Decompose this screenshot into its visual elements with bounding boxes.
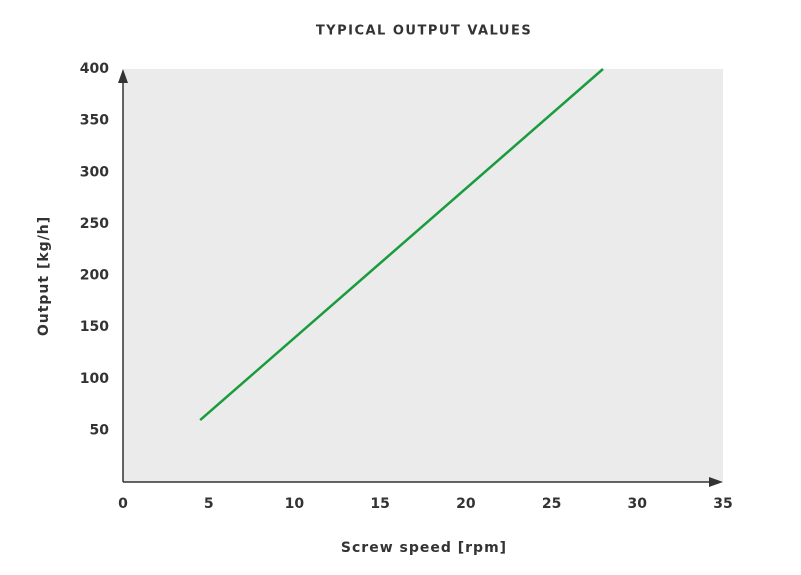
chart-title: TYPICAL OUTPUT VALUES bbox=[316, 24, 532, 39]
x-axis-arrow bbox=[709, 477, 723, 487]
x-tick-label: 35 bbox=[713, 496, 732, 512]
y-tick-label: 400 bbox=[80, 61, 109, 77]
y-tick-label: 250 bbox=[80, 216, 109, 232]
x-tick-label: 25 bbox=[542, 496, 561, 512]
y-axis-label: Output [kg/h] bbox=[36, 216, 52, 336]
x-tick-label: 0 bbox=[118, 496, 128, 512]
x-axis-label: Screw speed [rpm] bbox=[341, 540, 507, 556]
y-tick-label: 50 bbox=[90, 422, 110, 438]
x-tick-label: 10 bbox=[285, 496, 305, 512]
x-tick-label: 20 bbox=[456, 496, 476, 512]
x-tick-label: 5 bbox=[204, 496, 214, 512]
data-line bbox=[199, 68, 604, 421]
x-tick-label: 15 bbox=[370, 496, 389, 512]
plot-background bbox=[123, 69, 723, 482]
x-tick-label: 30 bbox=[628, 496, 648, 512]
y-tick-label: 200 bbox=[80, 268, 109, 284]
y-tick-label: 350 bbox=[80, 113, 109, 129]
y-tick-label: 300 bbox=[80, 164, 109, 180]
y-tick-label: 150 bbox=[80, 319, 109, 335]
y-axis-arrow bbox=[118, 69, 128, 83]
y-tick-label: 100 bbox=[80, 371, 109, 387]
